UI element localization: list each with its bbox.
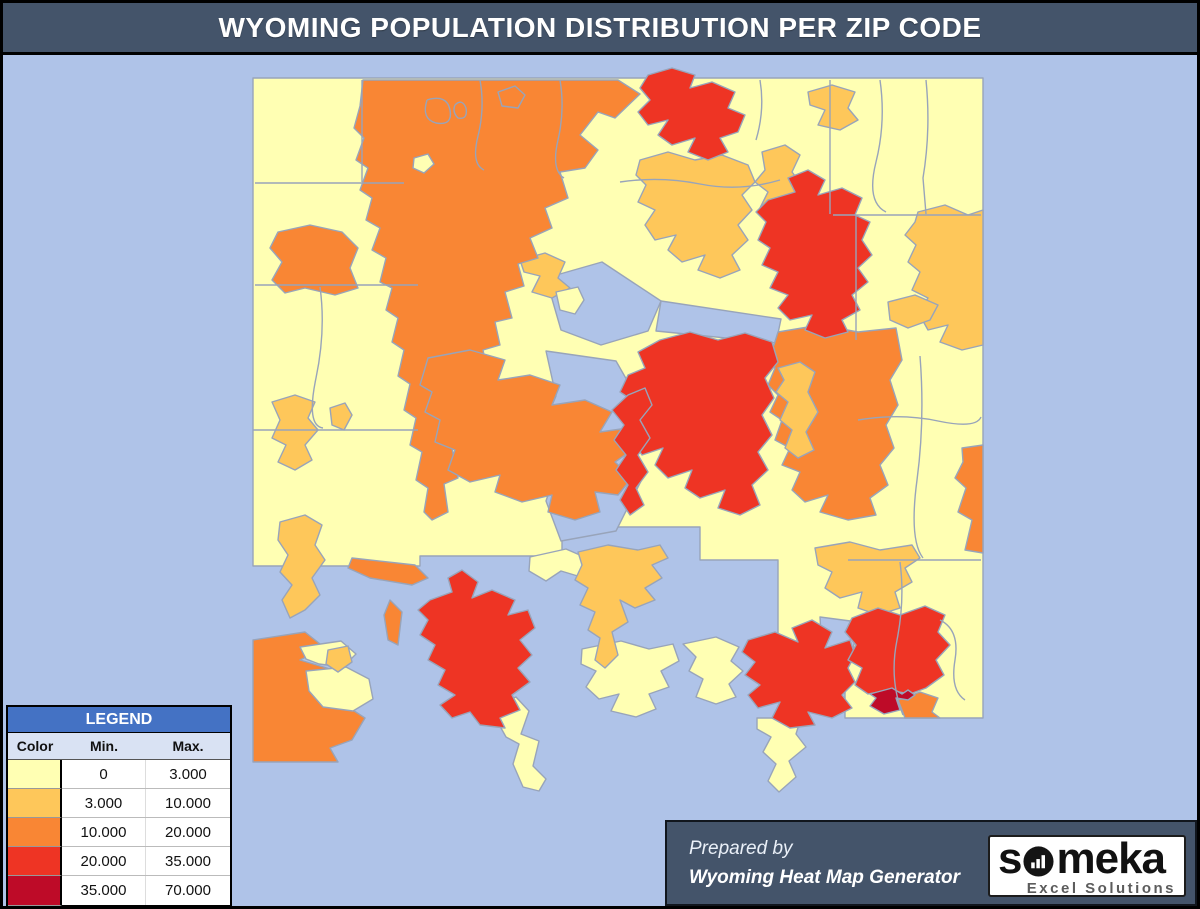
legend-color-swatch [8,760,62,789]
legend-col-max: Max. [172,738,204,754]
legend-row: 3.000 10.000 [8,789,230,818]
legend-color-swatch [8,847,62,876]
page-title: WYOMING POPULATION DISTRIBUTION PER ZIP … [218,11,982,43]
map-regions-10k-20k [252,79,984,763]
map-internal-borders [253,79,982,716]
title-bar: WYOMING POPULATION DISTRIBUTION PER ZIP … [3,3,1197,55]
legend-max-value: 20.000 [146,818,230,846]
prepared-by-label: Prepared by [689,837,793,859]
legend-color-swatch [8,789,62,818]
legend-min-value: 0 [62,760,146,788]
legend-min-value: 3.000 [62,789,146,817]
brand-prefix: s [998,834,1023,883]
generator-name: Wyoming Heat Map Generator [689,866,960,888]
map-regions-35k-70k [869,687,916,715]
legend-max-value: 35.000 [146,847,230,875]
legend-max-value: 10.000 [146,789,230,817]
legend-col-min: Min. [90,738,118,754]
legend-min-value: 10.000 [62,818,146,846]
legend-min-value: 35.000 [62,876,146,905]
legend-rows: 0 3.000 3.000 10.000 10.000 20.000 20.00… [8,760,230,906]
legend-col-color: Color [16,738,54,754]
legend-panel: LEGEND Color Min. Max. 0 3.000 3.000 10.… [6,705,232,906]
legend-row: 20.000 35.000 [8,847,230,876]
someka-logo: s meka Excel Solutions [988,835,1186,897]
prepared-by-panel: Prepared by Wyoming Heat Map Generator s… [665,820,1197,906]
legend-row: 35.000 70.000 [8,876,230,906]
brand-suffix: meka [1056,834,1166,883]
someka-tagline: Excel Solutions [1026,880,1176,897]
legend-column-headers: Color Min. Max. [8,733,230,760]
prepared-by-text: Prepared by Wyoming Heat Map Generator [667,838,960,889]
bar-chart-circle-icon [1022,843,1055,883]
legend-color-swatch [8,876,62,906]
legend-title: LEGEND [8,707,230,733]
map-regions-20k-35k [417,67,951,729]
legend-row: 0 3.000 [8,760,230,789]
map-strips-3k-10k [325,361,819,673]
legend-max-value: 3.000 [146,760,230,788]
legend-row: 10.000 20.000 [8,818,230,847]
legend-color-swatch [8,818,62,847]
legend-min-value: 20.000 [62,847,146,875]
legend-max-value: 70.000 [146,876,230,905]
choropleth-svg [252,67,984,793]
someka-brand-text: s meka [998,837,1176,883]
wyoming-map [3,3,1197,906]
